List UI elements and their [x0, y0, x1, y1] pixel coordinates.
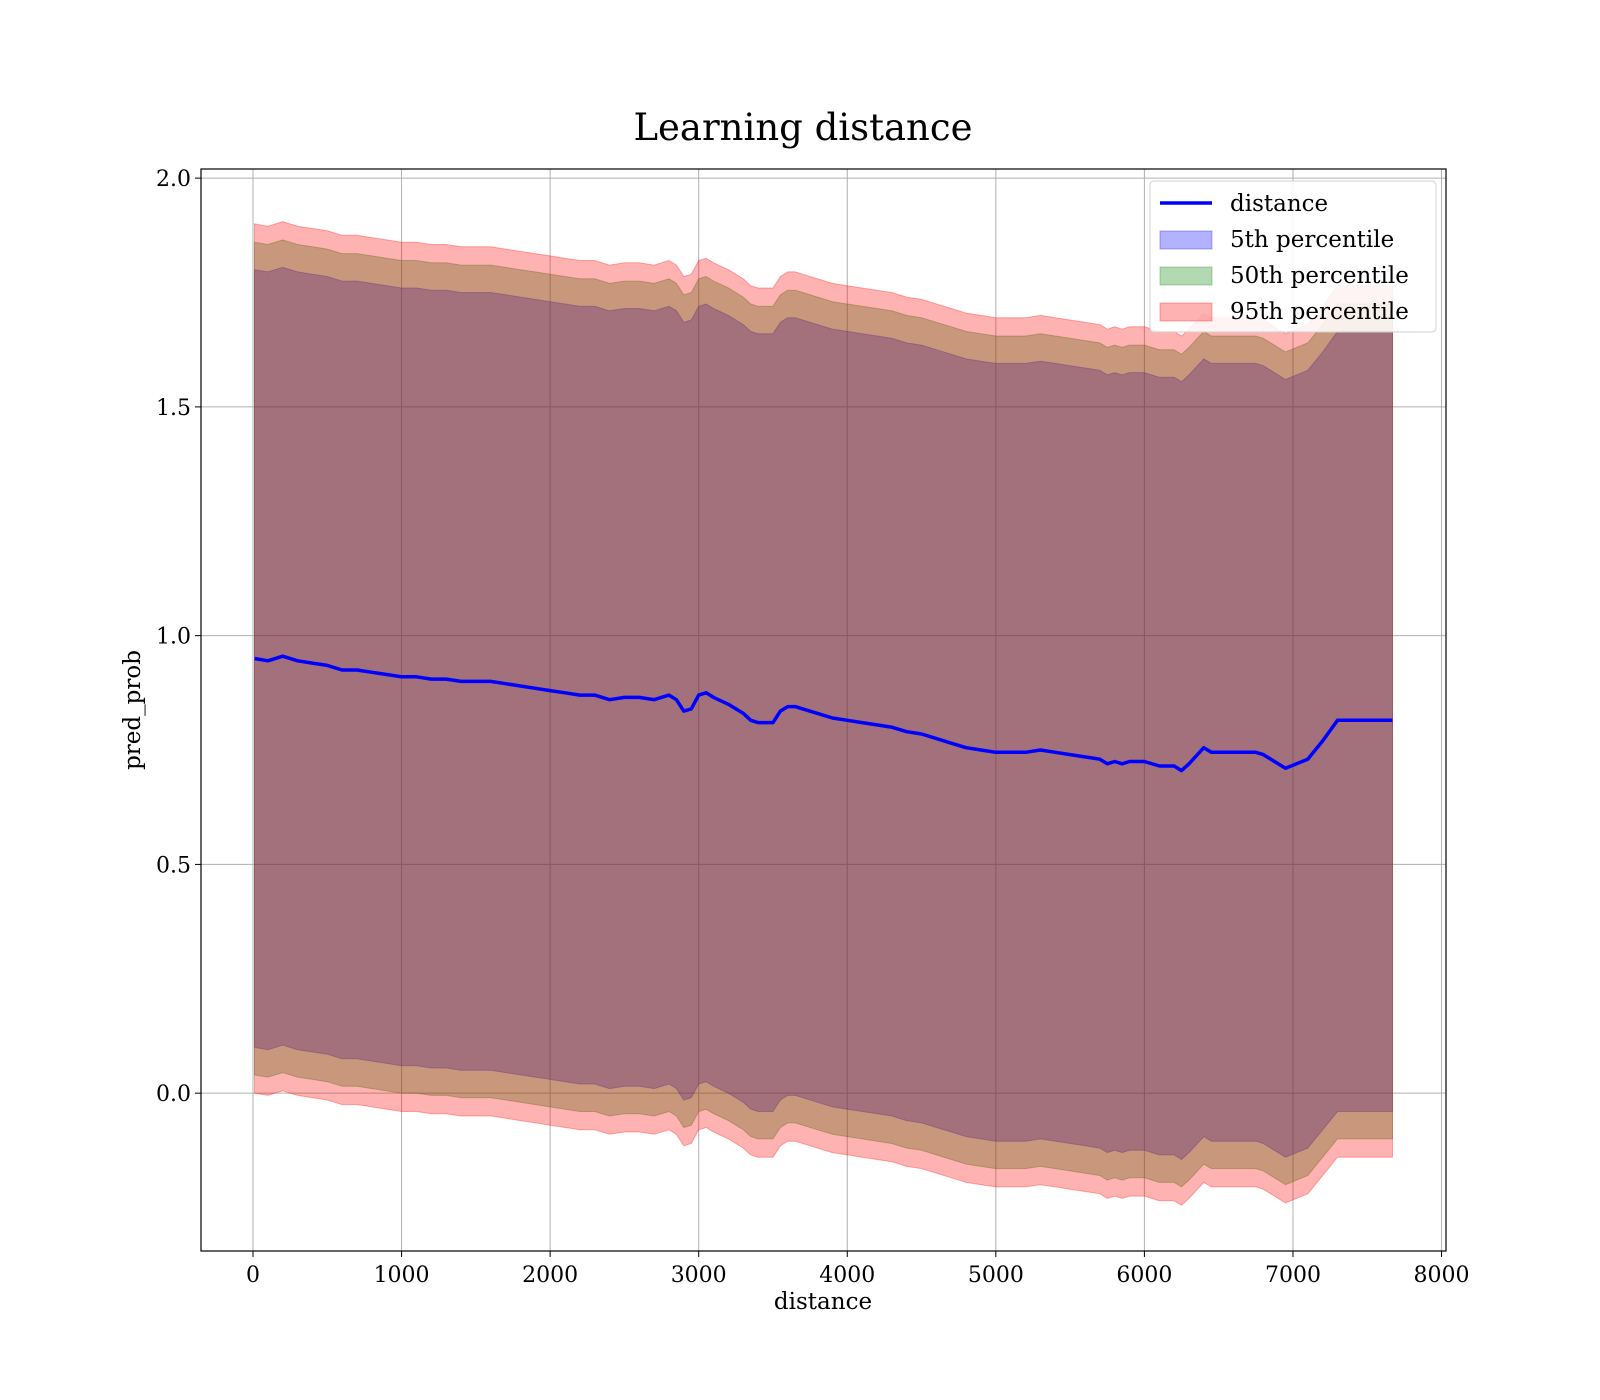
x-tick-label: 5000: [968, 1263, 1024, 1288]
grid: [201, 169, 1446, 1251]
y-tick-label: 1.5: [156, 396, 191, 421]
legend-label-distance: distance: [1230, 191, 1328, 217]
legend-box: [1149, 180, 1437, 333]
chart-title: Learning distance: [633, 106, 972, 149]
y-tick-label: 0.5: [156, 853, 191, 878]
ticks: 0 1000 2000 3000 4000 5000 6000 7000 8000 0.0 0.5 1…: [156, 167, 1470, 1288]
x-tick-label: 1000: [374, 1263, 430, 1288]
legend-label-95th-percentile: 95th percentile: [1230, 299, 1409, 325]
line-distance: [254, 654, 1393, 773]
y-tick-label: 2.0: [156, 167, 191, 192]
legend: distance 5th percentile 50th percentile 95t…: [1149, 180, 1437, 333]
band-50th-percentile: [254, 239, 1393, 1188]
x-axis-label: distance: [774, 1289, 872, 1315]
bands: [254, 221, 1393, 1206]
lines: [254, 654, 1393, 773]
legend-label-5th-percentile: 5th percentile: [1230, 227, 1394, 253]
x-tick-label: 8000: [1414, 1263, 1470, 1288]
legend-swatch-95th-percentile: [1159, 302, 1213, 322]
legend-swatch-50th-percentile: [1159, 266, 1213, 286]
x-tick-label: 2000: [522, 1263, 578, 1288]
x-tick-label: 7000: [1265, 1263, 1321, 1288]
y-axis-label: pred_prob: [120, 650, 146, 770]
plot-frame: [200, 168, 1447, 1252]
y-tick-label: 1.0: [156, 625, 191, 650]
y-tick-label: 0.0: [156, 1082, 191, 1107]
x-tick-label: 4000: [819, 1263, 875, 1288]
x-tick-label: 3000: [671, 1263, 727, 1288]
legend-swatch-5th-percentile: [1159, 230, 1213, 250]
x-tick-label: 0: [246, 1263, 260, 1288]
x-tick-label: 6000: [1116, 1263, 1172, 1288]
band-95th-percentile: [254, 221, 1393, 1206]
legend-label-50th-percentile: 50th percentile: [1230, 263, 1409, 289]
